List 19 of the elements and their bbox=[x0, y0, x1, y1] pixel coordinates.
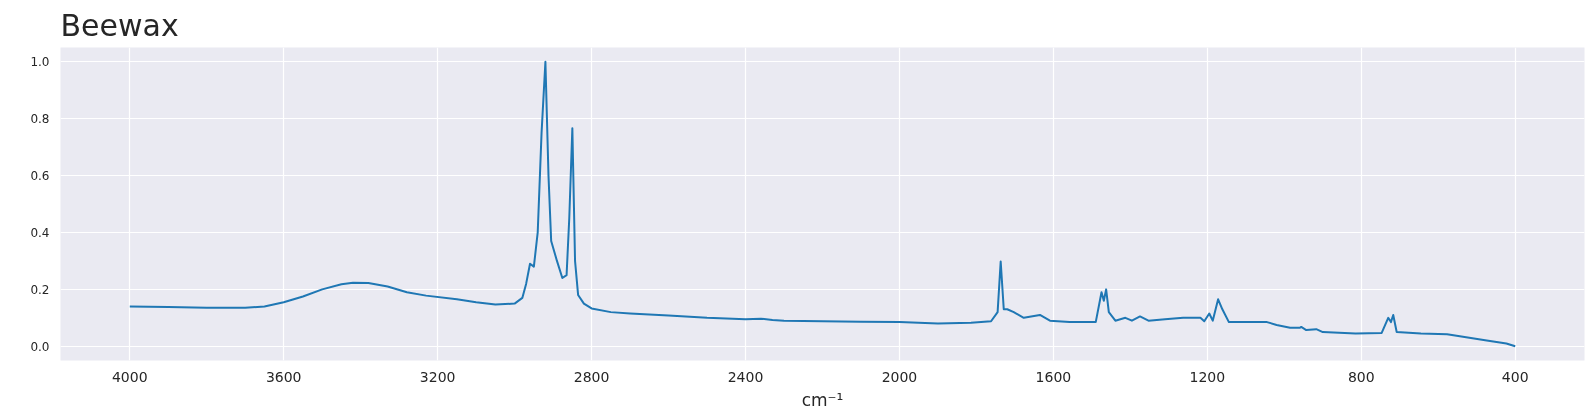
x-axis-title: cm⁻¹ bbox=[801, 389, 844, 410]
x-tick-label: 3200 bbox=[419, 368, 456, 385]
y-tick-label: 0.8 bbox=[30, 112, 50, 127]
y-tick-label: 0.0 bbox=[30, 339, 50, 354]
y-tick-label: 0.2 bbox=[30, 282, 50, 297]
y-tick-label: 0.4 bbox=[30, 225, 50, 240]
x-tick-label: 2000 bbox=[881, 368, 918, 385]
y-tick-label: 0.6 bbox=[30, 169, 50, 184]
x-tick-label: 400 bbox=[1501, 368, 1529, 385]
y-tick-label: 1.0 bbox=[30, 55, 50, 70]
x-tick-label: 4000 bbox=[111, 368, 148, 385]
x-tick-label: 2800 bbox=[573, 368, 610, 385]
x-tick-label: 1200 bbox=[1189, 368, 1226, 385]
x-tick-label: 1600 bbox=[1035, 368, 1072, 385]
line-series bbox=[128, 60, 1517, 348]
x-tick-label: 800 bbox=[1347, 368, 1375, 385]
chart-title: Beewax bbox=[60, 7, 179, 43]
x-tick-label: 2400 bbox=[727, 368, 764, 385]
x-tick-label: 3600 bbox=[265, 368, 302, 385]
